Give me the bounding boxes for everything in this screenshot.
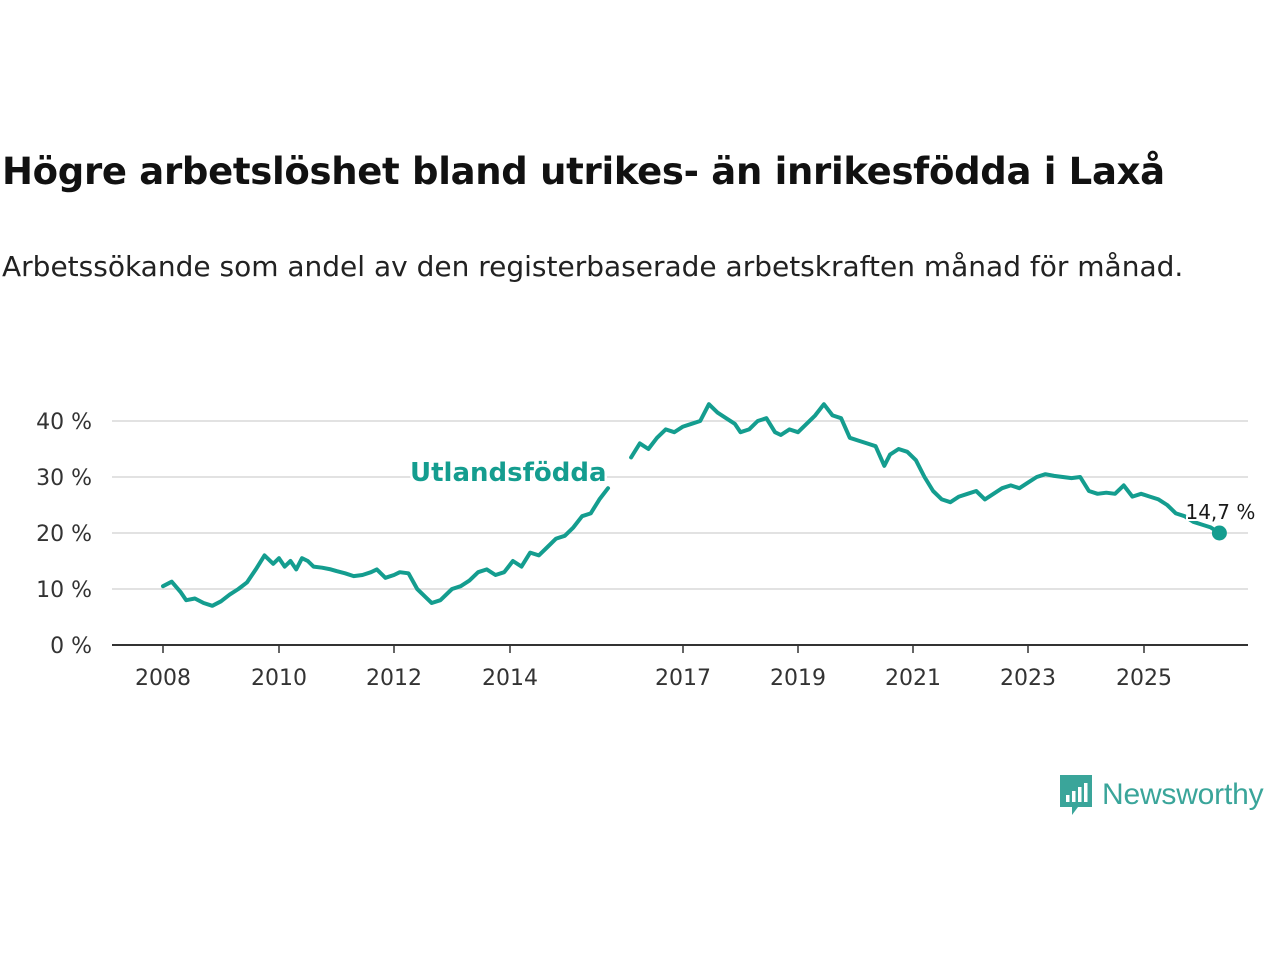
- x-tick-label: 2014: [482, 666, 538, 691]
- x-tick-label: 2017: [655, 666, 711, 691]
- series-labels: Utlandsfödda 14,7 %: [408, 456, 1258, 527]
- newsworthy-logo-icon: [1060, 775, 1092, 815]
- x-tick-label: 2012: [366, 666, 422, 691]
- series-line-utlandsfodda: [161, 486, 610, 608]
- y-tick-label: 40 %: [36, 410, 92, 435]
- x-tick-label: 2008: [135, 666, 191, 691]
- grid-lines: [112, 420, 1248, 590]
- series-lines: [161, 402, 1227, 608]
- y-tick-label: 20 %: [36, 522, 92, 547]
- x-tick-label: 2023: [1000, 666, 1056, 691]
- y-tick-label: 10 %: [36, 578, 92, 603]
- y-tick-label: 30 %: [36, 466, 92, 491]
- chart-subtitle: Arbetssökande som andel av den registerb…: [2, 250, 1184, 283]
- brand-name: Newsworthy: [1102, 778, 1264, 811]
- brand: Newsworthy: [1058, 773, 1264, 817]
- x-tick-label: 2025: [1116, 666, 1172, 691]
- x-tick-label: 2021: [885, 666, 941, 691]
- line-chart: 0 % 10 % 20 % 30 % 40 % 2008 2010 2012 2014 2017 2…: [36, 402, 1258, 691]
- series-end-label: 14,7 %: [1185, 500, 1255, 524]
- y-tick-label: 0 %: [50, 634, 92, 659]
- chart-title: Högre arbetslöshet bland utrikes- än inr…: [2, 150, 1165, 193]
- x-tick-label: 2010: [251, 666, 307, 691]
- x-tick-label: 2019: [770, 666, 826, 691]
- series-end-marker: [1211, 525, 1227, 541]
- series-label: Utlandsfödda: [410, 458, 607, 488]
- series-line-utlandsfodda-continued: [629, 402, 1222, 535]
- axes: 0 % 10 % 20 % 30 % 40 % 2008 2010 2012 2014 2017 2…: [36, 410, 1248, 691]
